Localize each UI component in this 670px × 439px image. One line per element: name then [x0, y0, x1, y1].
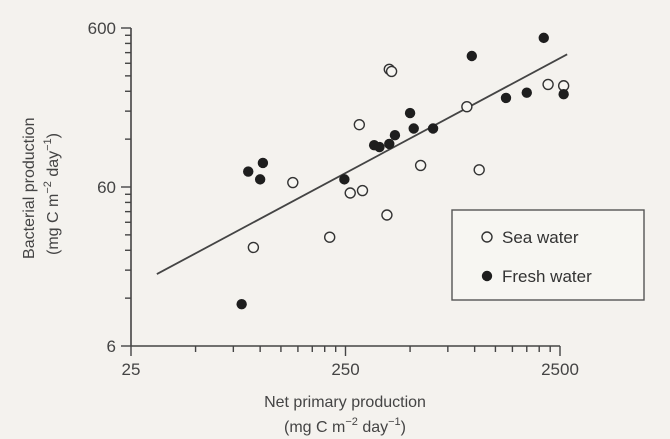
sea-water-point: [381, 209, 393, 221]
sea-water-point: [344, 187, 356, 199]
y-axis-title-line1: Bacterial production: [21, 118, 38, 259]
legend-fresh-water-label: Fresh water: [502, 267, 592, 286]
y-tick-label: 60: [97, 178, 116, 197]
x-axis-unit2: day: [358, 419, 388, 436]
fresh-water-point: [427, 123, 439, 134]
fresh-water-point: [558, 89, 569, 100]
x-axis-title-line2: (mg C m: [284, 419, 345, 436]
data-points: [236, 32, 570, 310]
fresh-water-point: [404, 107, 416, 119]
y-axis-title: Bacterial production (mg C m−2 day−1): [21, 113, 62, 259]
fresh-water-point: [374, 141, 385, 153]
sea-water-point: [247, 241, 260, 254]
fresh-water-point: [384, 138, 395, 150]
fresh-water-point: [243, 166, 254, 177]
y-axis-exp2: −1: [42, 138, 54, 151]
x-ticks: 25 250 2500: [122, 346, 579, 379]
x-axis-title-line1: Net primary production: [264, 394, 426, 411]
fresh-water-point: [389, 130, 401, 141]
sea-water-point: [385, 65, 398, 78]
fresh-water-point: [500, 92, 512, 104]
plot-area: 25 250 2500 6 60 600: [88, 19, 579, 379]
sea-water-point: [414, 159, 427, 172]
fresh-water-point: [257, 157, 269, 169]
sea-water-point: [461, 100, 473, 113]
sea-water-point: [473, 164, 485, 176]
x-tick-label: 25: [122, 360, 141, 379]
legend: Sea water Fresh water: [451, 209, 645, 301]
x-tick-label: 2500: [541, 360, 579, 379]
fresh-water-point: [466, 50, 478, 62]
fresh-water-point: [254, 174, 266, 185]
y-axis-exp1: −2: [42, 181, 54, 194]
x-axis-exp1: −2: [345, 416, 358, 428]
y-axis-title-line2: (mg C m: [45, 194, 62, 255]
y-tick-label: 6: [107, 337, 116, 356]
y-tick-label: 600: [88, 19, 116, 38]
fresh-water-point: [521, 87, 532, 98]
fresh-water-point: [236, 298, 247, 310]
y-axis-unit2: day: [45, 151, 62, 181]
sea-water-point: [287, 176, 299, 189]
x-axis-title: Net primary production: [264, 394, 426, 411]
fresh-water-point: [538, 32, 549, 44]
sea-water-point: [356, 184, 369, 197]
x-axis-exp2: −1: [388, 416, 401, 428]
x-axis-units: (mg C m−2 day−1): [284, 416, 406, 436]
sea-water-point: [542, 78, 554, 91]
y-ticks: 6 60 600: [88, 19, 131, 356]
fresh-water-point: [408, 123, 419, 134]
x-tick-label: 250: [331, 360, 359, 379]
x-axis-close: ): [401, 419, 406, 436]
legend-fresh-water-marker: [481, 270, 493, 282]
sea-water-point: [324, 231, 336, 243]
fresh-water-point: [339, 174, 350, 185]
legend-sea-water-marker: [481, 231, 493, 243]
legend-box: [451, 209, 645, 301]
legend-sea-water-label: Sea water: [502, 228, 579, 247]
regression-line: [156, 53, 568, 275]
y-axis-close: ): [45, 133, 62, 138]
sea-water-point: [353, 118, 366, 131]
